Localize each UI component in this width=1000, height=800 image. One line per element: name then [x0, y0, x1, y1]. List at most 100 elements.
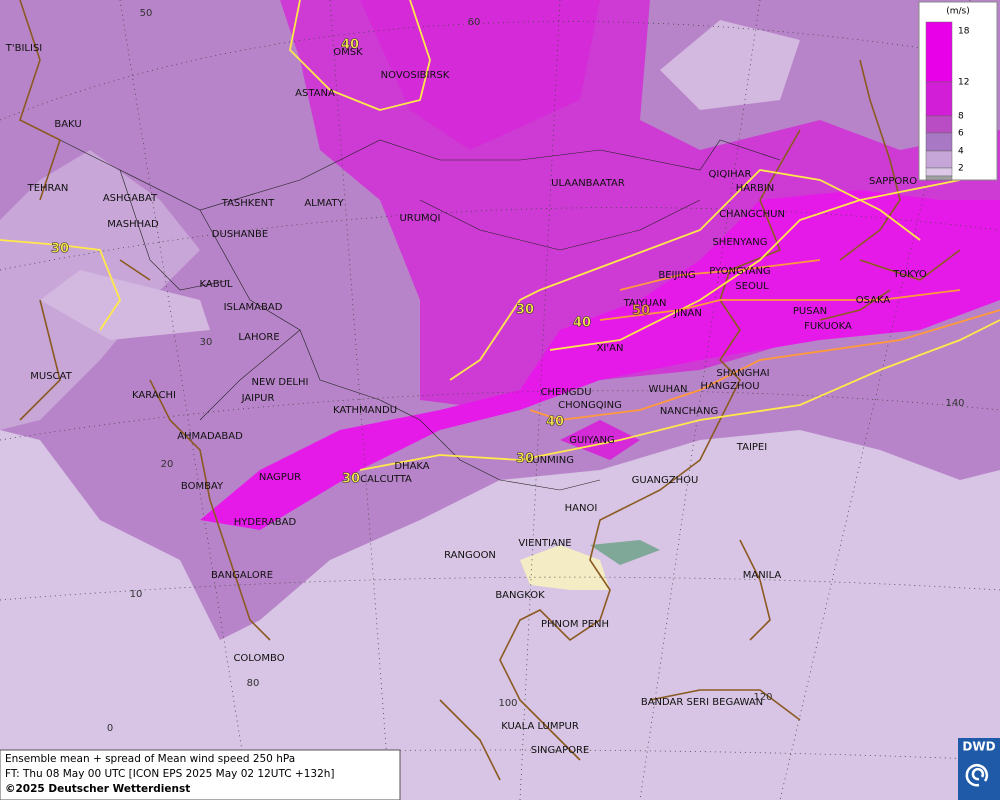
city-label: GUIYANG	[569, 435, 614, 446]
city-label: FUKUOKA	[804, 321, 852, 332]
city-label: OMSK	[333, 47, 363, 58]
field-light	[40, 20, 800, 340]
city-label: VIENTIANE	[518, 538, 571, 549]
city-label: KABUL	[200, 279, 233, 290]
city-label: QIQIHAR	[709, 169, 752, 180]
legend-swatch	[925, 175, 953, 181]
city-label: ASTANA	[295, 88, 335, 99]
city-label: BANGALORE	[211, 570, 273, 581]
city-label: BAKU	[54, 119, 81, 130]
contour-50	[529, 259, 1000, 421]
city-label: JAIPUR	[241, 393, 275, 404]
city-label: ISLAMABAD	[224, 302, 283, 313]
legend-title: (m/s)	[946, 7, 970, 17]
city-label: TAIYUAN	[623, 298, 667, 309]
legend-swatch	[925, 132, 953, 152]
city-label: SAPPORO	[869, 176, 917, 187]
city-label: KUALA LUMPUR	[501, 721, 579, 732]
city-label: HANOI	[565, 503, 598, 514]
field-low	[520, 545, 610, 590]
contour-label: 40	[546, 415, 564, 430]
city-label: BANGKOK	[495, 590, 545, 601]
contour-label: 50	[632, 304, 650, 319]
grid-label: 100	[498, 698, 517, 709]
city-label: DHAKA	[394, 461, 429, 472]
city-label: NOVOSIBIRSK	[381, 70, 450, 81]
contour-label: 30	[516, 303, 534, 318]
city-label: BEIJING	[658, 270, 695, 281]
city-label: KARACHI	[132, 390, 176, 401]
city-label: KATHMANDU	[333, 405, 397, 416]
grid-label: 20	[161, 459, 174, 470]
grid-label: 0	[107, 723, 113, 734]
legend-tick-label: 2	[958, 164, 964, 174]
legend-swatch	[925, 21, 953, 83]
legend-tick-label: 6	[958, 129, 964, 139]
city-label: PUSAN	[793, 306, 827, 317]
borders	[19, 119, 781, 491]
city-label: ULAANBAATAR	[551, 178, 625, 189]
city-label: SHANGHAI	[716, 368, 769, 379]
grid-label: 80	[247, 678, 260, 689]
city-label: TASHKENT	[221, 198, 275, 209]
city-label: CHONGQING	[558, 400, 622, 411]
city-label: GUANGZHOU	[632, 475, 699, 486]
grid-label: 140	[945, 398, 964, 409]
city-label: CHENGDU	[540, 387, 591, 398]
city-label: PHNOM PENH	[541, 619, 609, 630]
city-label: ASHGABAT	[103, 193, 158, 204]
city-label: HANGZHOU	[700, 381, 759, 392]
contour-label: 40	[573, 316, 591, 331]
city-label: MASHHAD	[107, 219, 159, 230]
city-label: KUNMING	[526, 455, 574, 466]
city-label: TOKYO	[892, 269, 927, 280]
city-label: CHANGCHUN	[719, 209, 785, 220]
contour-label: 30	[342, 472, 360, 487]
legend-tick-label: 18	[958, 27, 970, 37]
field-jet	[200, 190, 1000, 530]
footer-text: Ensemble mean + spread of Mean wind spee…	[5, 753, 295, 765]
city-label: HYDERABAD	[234, 517, 297, 528]
city-label: NAGPUR	[259, 472, 301, 483]
city-label: SINGAPORE	[531, 745, 590, 756]
city-label: TEHRAN	[27, 183, 69, 194]
contour-label: 30	[51, 242, 69, 257]
footer-text: FT: Thu 08 May 00 UTC [ICON EPS 2025 May…	[5, 768, 335, 780]
city-label: TAIPEI	[736, 442, 767, 453]
city-label: ALMATY	[304, 198, 344, 209]
city-label: BOMBAY	[181, 481, 224, 492]
footer-text: ©2025 Deutscher Wetterdienst	[5, 783, 190, 795]
city-label: NANCHANG	[660, 406, 718, 417]
city-label: HARBIN	[736, 183, 775, 194]
legend: (m/s) 18 12 8 6 4 2	[918, 1, 998, 181]
city-label: WUHAN	[648, 384, 687, 395]
city-label: URUMQI	[399, 213, 440, 224]
legend-tick-label: 8	[958, 112, 964, 122]
city-label: RANGOON	[444, 550, 496, 561]
city-label: NEW DELHI	[252, 377, 309, 388]
city-label: MANILA	[743, 570, 782, 581]
legend-tick-label: 4	[958, 147, 964, 157]
legend-tick-label: 12	[958, 78, 969, 88]
legend-swatch	[925, 115, 953, 134]
city-label: JINAN	[673, 308, 702, 319]
grid-label: 30	[200, 337, 213, 348]
contour-label: 40	[341, 38, 359, 53]
city-label: PYONGYANG	[709, 266, 770, 277]
city-label: COLOMBO	[233, 653, 284, 664]
legend-swatch	[925, 167, 953, 177]
legend-swatch	[925, 150, 953, 169]
city-label: DUSHANBE	[212, 229, 268, 240]
contour-label: 30	[516, 452, 534, 467]
legend-swatch	[925, 81, 953, 117]
grid-label: 50	[140, 8, 153, 19]
coastline	[19, 0, 961, 781]
city-label: OSAKA	[856, 295, 891, 306]
city-label: LAHORE	[238, 332, 279, 343]
city-label: XI'AN	[597, 343, 624, 354]
city-label: SHENYANG	[712, 237, 767, 248]
city-label: BANDAR SERI BEGAWAN	[641, 697, 763, 708]
grid-label: 120	[753, 692, 772, 703]
city-label: SEOUL	[735, 281, 769, 292]
